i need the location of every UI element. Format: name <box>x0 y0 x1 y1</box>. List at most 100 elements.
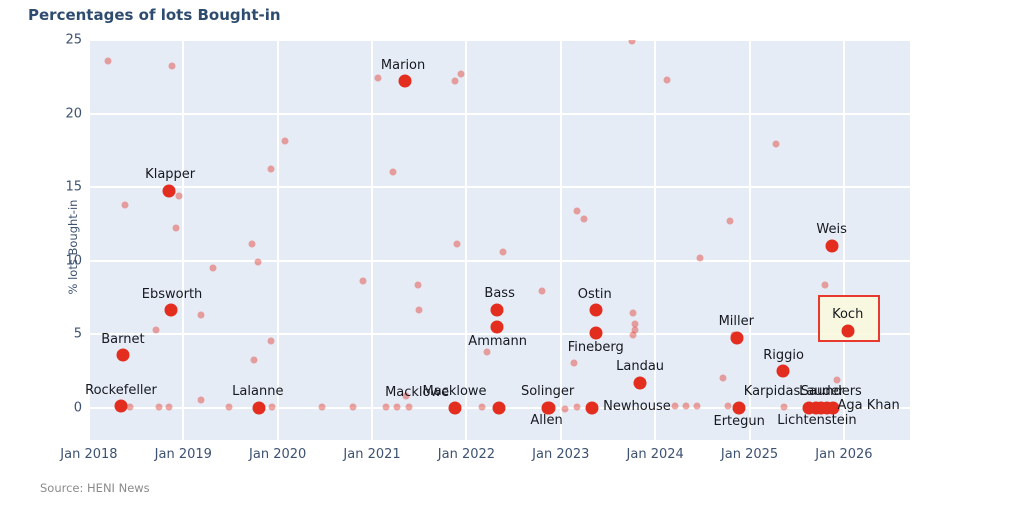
background-data-point[interactable] <box>821 281 829 289</box>
data-point[interactable] <box>826 401 840 414</box>
data-point[interactable] <box>116 348 130 362</box>
data-point[interactable] <box>162 184 176 198</box>
point-label: Riggio <box>763 347 804 363</box>
data-point[interactable] <box>398 74 412 88</box>
background-data-point[interactable] <box>165 403 173 411</box>
background-data-point[interactable] <box>268 403 276 411</box>
background-data-point[interactable] <box>172 224 180 232</box>
background-data-point[interactable] <box>382 403 390 411</box>
background-data-point[interactable] <box>248 240 256 248</box>
point-label: Lichtenstein <box>777 412 857 428</box>
point-label: Lalanne <box>232 383 284 399</box>
background-data-point[interactable] <box>772 140 780 148</box>
background-data-point[interactable] <box>499 248 507 256</box>
data-point[interactable] <box>589 303 603 317</box>
background-data-point[interactable] <box>538 287 546 295</box>
y-tick-label: 15 <box>65 179 82 195</box>
background-data-point[interactable] <box>374 74 382 82</box>
background-data-point[interactable] <box>254 258 262 266</box>
data-point[interactable] <box>585 401 599 414</box>
point-label: Macklowe <box>422 383 487 399</box>
point-label: Weis <box>816 221 847 237</box>
background-data-point[interactable] <box>267 165 275 173</box>
data-point[interactable] <box>633 376 647 390</box>
background-data-point[interactable] <box>104 57 112 65</box>
background-data-point[interactable] <box>453 240 461 248</box>
data-point[interactable] <box>490 320 504 334</box>
background-data-point[interactable] <box>457 70 465 78</box>
background-data-point[interactable] <box>451 77 459 85</box>
background-data-point[interactable] <box>281 137 289 145</box>
background-data-point[interactable] <box>693 402 701 410</box>
background-data-point[interactable] <box>402 392 410 400</box>
background-data-point[interactable] <box>833 376 841 384</box>
background-data-point[interactable] <box>415 306 423 314</box>
background-data-point[interactable] <box>631 326 639 334</box>
x-tick-label: Jan 2021 <box>343 447 401 462</box>
background-data-point[interactable] <box>250 356 258 364</box>
background-data-point[interactable] <box>121 201 129 209</box>
background-data-point[interactable] <box>478 403 486 411</box>
background-data-point[interactable] <box>561 405 569 413</box>
background-data-point[interactable] <box>629 309 637 317</box>
background-data-point[interactable] <box>126 403 134 411</box>
data-point[interactable] <box>492 401 506 414</box>
background-data-point[interactable] <box>414 281 422 289</box>
background-data-point[interactable] <box>175 192 183 200</box>
background-data-point[interactable] <box>209 264 217 272</box>
background-data-point[interactable] <box>570 359 578 367</box>
point-label: Landau <box>616 358 665 374</box>
y-tick-label: 5 <box>73 326 82 342</box>
data-point[interactable] <box>448 401 462 414</box>
background-data-point[interactable] <box>726 217 734 225</box>
background-data-point[interactable] <box>629 331 637 339</box>
background-data-point[interactable] <box>628 40 636 45</box>
background-data-point[interactable] <box>580 215 588 223</box>
gridline-vertical <box>182 40 185 440</box>
background-data-point[interactable] <box>631 320 639 328</box>
data-point[interactable] <box>589 326 603 340</box>
background-data-point[interactable] <box>573 403 581 411</box>
point-label: Allen <box>530 412 563 428</box>
data-point[interactable] <box>730 331 744 345</box>
gridline-vertical <box>748 40 751 440</box>
background-data-point[interactable] <box>719 374 727 382</box>
point-label: Ammann <box>468 333 527 349</box>
background-data-point[interactable] <box>696 254 704 262</box>
data-point[interactable] <box>825 239 839 253</box>
background-data-point[interactable] <box>225 403 233 411</box>
background-data-point[interactable] <box>359 277 367 285</box>
y-tick-label: 10 <box>65 253 82 268</box>
background-data-point[interactable] <box>405 403 413 411</box>
background-data-point[interactable] <box>389 168 397 176</box>
data-point[interactable] <box>542 401 556 414</box>
background-data-point[interactable] <box>155 403 163 411</box>
background-data-point[interactable] <box>349 403 357 411</box>
data-point[interactable] <box>776 364 790 378</box>
point-label: Ebsworth <box>141 287 203 303</box>
plot-area <box>88 40 910 440</box>
background-data-point[interactable] <box>168 62 176 70</box>
background-data-point[interactable] <box>197 396 205 404</box>
data-point[interactable] <box>841 324 855 338</box>
background-data-point[interactable] <box>573 207 581 215</box>
background-data-point[interactable] <box>318 403 326 411</box>
background-data-point[interactable] <box>197 311 205 319</box>
background-data-point[interactable] <box>152 326 160 334</box>
background-data-point[interactable] <box>671 402 679 410</box>
data-point[interactable] <box>732 401 746 414</box>
data-point[interactable] <box>490 303 504 317</box>
data-point[interactable] <box>114 399 128 413</box>
background-data-point[interactable] <box>267 337 275 345</box>
background-data-point[interactable] <box>663 76 671 84</box>
background-data-point[interactable] <box>780 403 788 411</box>
background-data-point[interactable] <box>393 403 401 411</box>
y-tick-label: 25 <box>65 32 82 48</box>
background-data-point[interactable] <box>483 348 491 356</box>
background-data-point[interactable] <box>682 402 690 410</box>
x-tick-label: Jan 2019 <box>154 447 212 462</box>
data-point[interactable] <box>164 303 178 317</box>
gridline-horizontal <box>88 186 910 188</box>
background-data-point[interactable] <box>724 402 732 410</box>
data-point[interactable] <box>252 401 266 414</box>
